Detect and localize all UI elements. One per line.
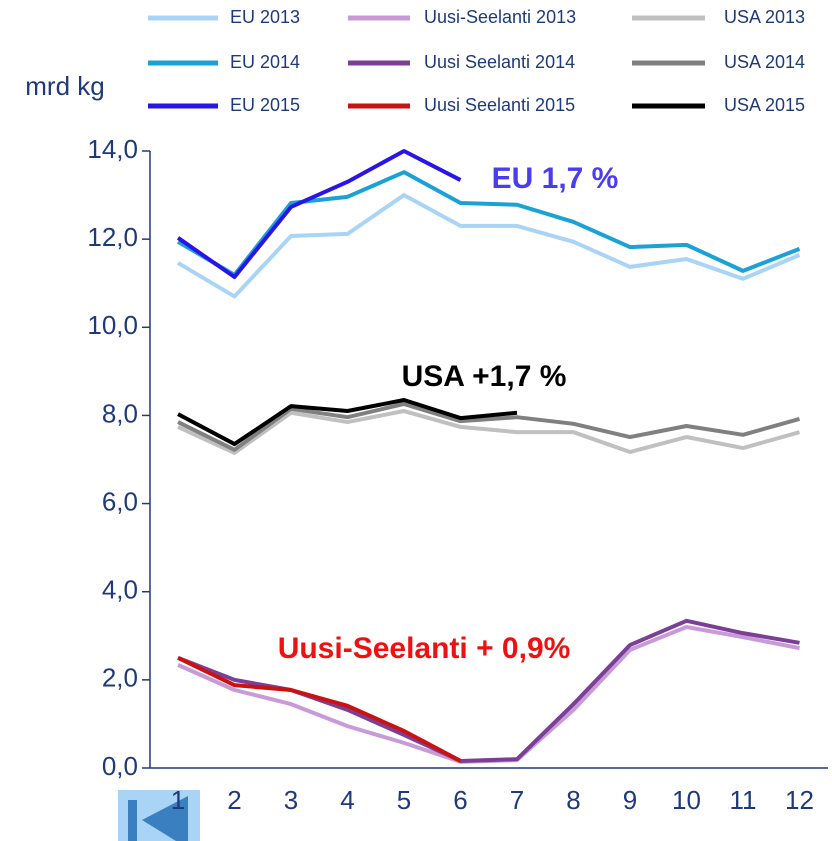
legend-label: Uusi Seelanti 2015 bbox=[424, 95, 575, 115]
legend-label: USA 2014 bbox=[724, 52, 805, 72]
x-tick-label: 7 bbox=[510, 785, 524, 815]
y-axis-label: mrd kg bbox=[25, 71, 104, 101]
y-tick-label: 2,0 bbox=[102, 663, 138, 693]
nav-arrow[interactable] bbox=[142, 796, 188, 841]
y-tick-label: 4,0 bbox=[102, 575, 138, 605]
legend-label: EU 2013 bbox=[230, 7, 300, 27]
series-line bbox=[177, 656, 462, 763]
y-tick-label: 8,0 bbox=[102, 398, 138, 428]
legend-label: Uusi Seelanti 2014 bbox=[424, 52, 575, 72]
x-tick-label: 3 bbox=[284, 785, 298, 815]
y-tick-label: 10,0 bbox=[87, 310, 138, 340]
x-tick-label: 6 bbox=[453, 785, 467, 815]
x-tick-label: 10 bbox=[672, 785, 701, 815]
series-line bbox=[177, 409, 801, 455]
x-tick-label: 8 bbox=[566, 785, 580, 815]
x-tick-label: 5 bbox=[397, 785, 411, 815]
y-tick-label: 6,0 bbox=[102, 486, 138, 516]
legend-label: USA 2015 bbox=[724, 95, 805, 115]
x-tick-label: 12 bbox=[785, 785, 814, 815]
series-line bbox=[177, 401, 801, 452]
series-line bbox=[176, 149, 462, 280]
nav-button[interactable] bbox=[118, 790, 200, 841]
x-tick-label: 11 bbox=[730, 785, 757, 815]
legend-label: Uusi-Seelanti 2013 bbox=[424, 7, 576, 27]
legend-label: EU 2014 bbox=[230, 52, 300, 72]
annotation: USA +1,7 % bbox=[402, 360, 567, 393]
annotation: Uusi-Seelanti + 0,9% bbox=[278, 632, 571, 665]
y-tick-label: 12,0 bbox=[87, 222, 138, 252]
series-line bbox=[177, 398, 518, 447]
annotation: EU 1,7 % bbox=[492, 162, 619, 195]
series-line bbox=[176, 193, 801, 299]
x-tick-label: 9 bbox=[623, 785, 637, 815]
y-tick-label: 14,0 bbox=[87, 134, 138, 164]
nav-bar[interactable] bbox=[128, 800, 137, 841]
y-tick-label: 0,0 bbox=[102, 751, 138, 781]
x-tick-label: 2 bbox=[227, 785, 241, 815]
legend-label: EU 2015 bbox=[230, 95, 300, 115]
legend-label: USA 2013 bbox=[724, 7, 805, 27]
x-tick-label: 4 bbox=[340, 785, 354, 815]
x-tick-label: 1 bbox=[171, 785, 185, 815]
series-line bbox=[176, 170, 801, 277]
